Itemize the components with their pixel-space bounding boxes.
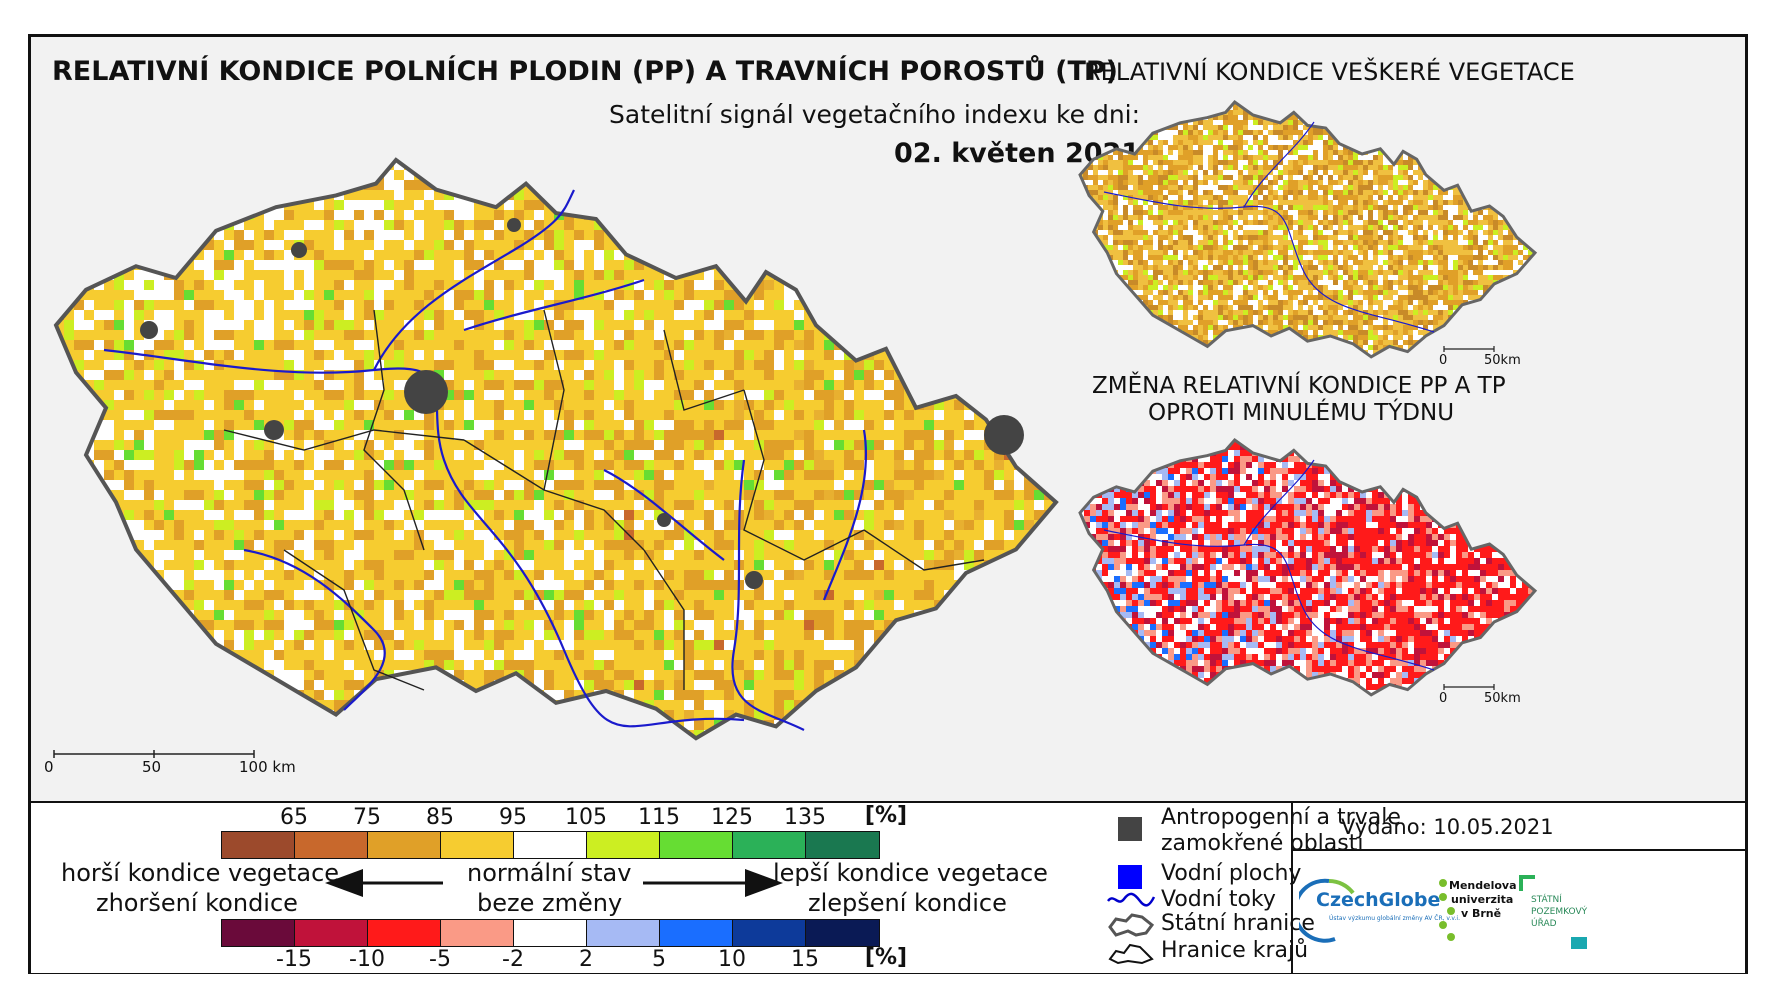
state-border-legend-symbol [1108, 913, 1155, 937]
region-border-legend-label: Hranice krajů [1161, 938, 1309, 963]
condition-swatch-2 [368, 832, 441, 858]
condition-tick-75: 75 [353, 805, 381, 830]
change-swatch-3 [441, 920, 514, 946]
change-swatch-4 [514, 920, 587, 946]
condition-unit: [%] [864, 803, 908, 828]
inset-bottom-rivers [1103, 459, 1435, 671]
change-swatch-6 [660, 920, 733, 946]
condition-tick-135: 135 [784, 805, 826, 830]
condition-swatch-4 [514, 832, 587, 858]
inset-bottom-title-2: OPROTI MINULÉMU TÝDNU [1148, 400, 1455, 426]
condition-swatch-1 [295, 832, 368, 858]
arrow-left-line1: horší kondice vegetace [61, 859, 340, 887]
main-scalebar [53, 750, 255, 758]
condition-tick-95: 95 [499, 805, 527, 830]
change-tick-minus2: -2 [502, 947, 524, 972]
czechglobe-logo [1299, 878, 1355, 943]
main-scale-50: 50 [142, 758, 162, 776]
region-border-legend-symbol [1108, 943, 1154, 965]
inset-bottom-scalebar [1443, 684, 1495, 690]
state-border-legend-label: Státní hranice [1161, 911, 1315, 936]
arrow-right-line2: zlepšení kondice [808, 889, 1007, 917]
arrow-center-line2: beze změny [477, 889, 623, 917]
change-swatch-0 [222, 920, 295, 946]
main-title: RELATIVNÍ KONDICE POLNÍCH PLODIN (PP) A … [52, 56, 1118, 87]
change-swatch-8 [806, 920, 879, 946]
subtitle: Satelitní signál vegetačního indexu ke d… [609, 100, 1141, 129]
condition-tick-125: 125 [711, 805, 753, 830]
urban-legend-label-2: zamokřené oblasti [1161, 831, 1364, 856]
region-borders [223, 309, 985, 691]
rivers [103, 189, 868, 731]
water-body-legend-swatch [1118, 865, 1142, 889]
condition-tick-115: 115 [638, 805, 680, 830]
urban-legend-swatch [1118, 817, 1142, 841]
condition-swatch-5 [587, 832, 660, 858]
inset-top-scale-0: 0 [1439, 353, 1448, 368]
main-scale-100: 100 km [239, 758, 296, 776]
issued-date: Vydáno: 10.05.2021 [1341, 815, 1554, 839]
legend-area: 65 75 85 95 105 115 125 135 [%] horší ko… [31, 801, 1745, 973]
river-legend-label: Vodní toky [1161, 887, 1276, 912]
condition-tick-85: 85 [426, 805, 454, 830]
spu-logo-mark [1519, 875, 1535, 891]
legend-divider-horizontal [1291, 849, 1745, 851]
change-unit: [%] [864, 945, 908, 970]
water-body-legend-label: Vodní plochy [1161, 861, 1302, 886]
map-area: RELATIVNÍ KONDICE POLNÍCH PLODIN (PP) A … [34, 40, 1742, 800]
spu-logo-block [1571, 937, 1587, 949]
inset-bottom-scale-0: 0 [1439, 691, 1448, 706]
arrow-left-line2: zhoršení kondice [96, 889, 298, 917]
czechglobe-logo-text: CzechGlobe [1316, 889, 1441, 911]
change-tick-10: 10 [718, 947, 746, 972]
right-arrow [643, 869, 783, 897]
spu-logo-line2: POZEMKOVÝ [1531, 907, 1588, 917]
condition-swatch-0 [222, 832, 295, 858]
main-condition-map [54, 158, 1058, 741]
czechglobe-logo-subtext: Ústav výzkumu globální změny AV ČR, v.v.… [1329, 915, 1460, 922]
legend-divider-vertical [1291, 803, 1293, 973]
change-tick-minus10: -10 [349, 947, 385, 972]
condition-swatch-8 [806, 832, 879, 858]
change-colorbar [221, 919, 880, 947]
condition-colorbar [221, 831, 880, 859]
condition-swatch-3 [441, 832, 514, 858]
mendelu-logo-line3: v Brně [1461, 907, 1502, 920]
condition-tick-65: 65 [280, 805, 308, 830]
inset-top-title: RELATIVNÍ KONDICE VEŠKERÉ VEGETACE [1084, 58, 1575, 86]
change-tick-5: 5 [652, 947, 666, 972]
change-tick-2: 2 [579, 947, 593, 972]
change-swatch-5 [587, 920, 660, 946]
inset-top-rivers [1103, 121, 1435, 333]
change-tick-minus15: -15 [276, 947, 312, 972]
change-tick-15: 15 [791, 947, 819, 972]
inset-bottom-title-1: ZMĚNA RELATIVNÍ KONDICE PP A TP [1092, 373, 1506, 399]
vegetation-condition-inset-map [1078, 100, 1537, 359]
condition-swatch-6 [660, 832, 733, 858]
mendelu-logo-line1: Mendelova [1449, 879, 1517, 892]
spu-logo-line3: ÚŘAD [1531, 919, 1557, 929]
change-swatch-7 [733, 920, 806, 946]
change-swatch-2 [368, 920, 441, 946]
left-arrow [325, 869, 443, 897]
inset-top-scale-50: 50km [1484, 353, 1521, 368]
change-raster [1080, 440, 1535, 695]
figure-frame: RELATIVNÍ KONDICE POLNÍCH PLODIN (PP) A … [28, 34, 1748, 974]
arrow-center-line1: normální stav [467, 859, 632, 887]
condition-tick-105: 105 [565, 805, 607, 830]
arrow-right-line1: lepší kondice vegetace [773, 859, 1048, 887]
mendelu-logo-dots [1439, 879, 1455, 941]
mendelu-logo-line2: univerzita [1451, 893, 1514, 906]
spu-logo-line1: STÁTNÍ [1531, 895, 1562, 905]
river-legend-symbol [1107, 892, 1156, 907]
condition-change-inset-map [1078, 438, 1537, 697]
inset-bottom-scale-50: 50km [1484, 691, 1521, 706]
inset-top-scalebar [1443, 346, 1495, 352]
urban-legend-label-1: Antropogenní a trvale [1161, 805, 1401, 830]
urban-areas [140, 218, 1024, 589]
change-tick-minus5: -5 [429, 947, 451, 972]
change-swatch-1 [295, 920, 368, 946]
main-scale-0: 0 [44, 758, 54, 776]
condition-swatch-7 [733, 832, 806, 858]
